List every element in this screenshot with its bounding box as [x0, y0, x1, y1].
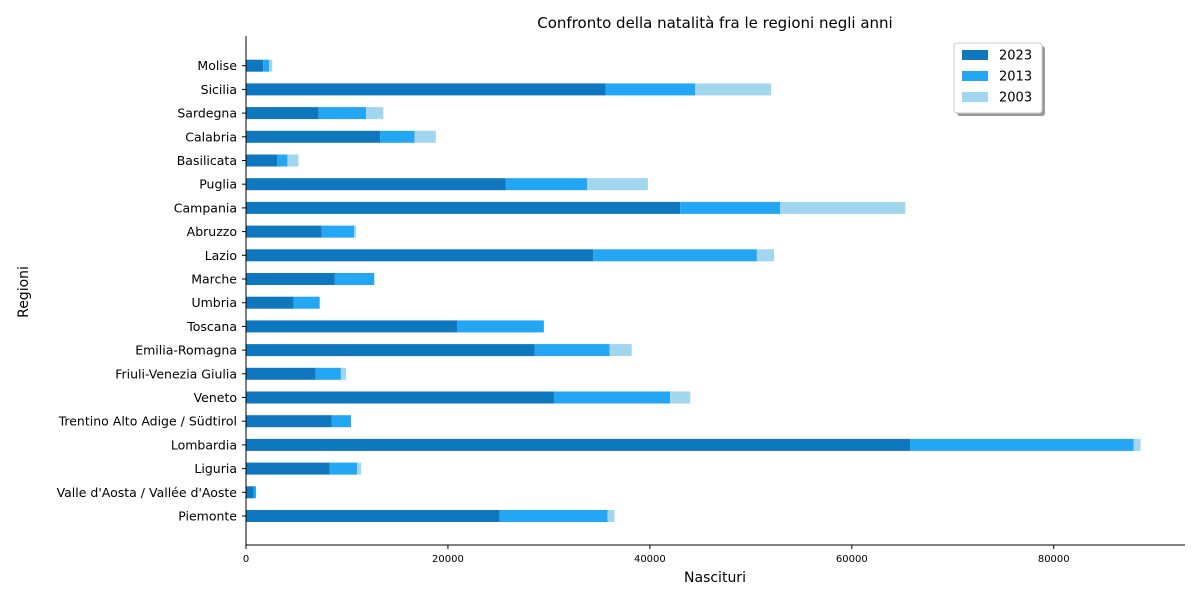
bar-2023-4 [246, 415, 332, 428]
bar-2003-17 [366, 107, 384, 120]
y-tick-label: Valle d'Aosta / Vallée d'Aoste [57, 485, 238, 500]
bar-2003-13 [780, 201, 906, 214]
y-tick-label: Liguria [194, 461, 237, 476]
legend-swatch-2003 [962, 92, 988, 102]
y-tick-label: Lazio [205, 248, 237, 263]
bar-2013-3 [910, 438, 1134, 451]
bar-2023-12 [246, 225, 322, 238]
bar-2013-11 [593, 249, 757, 262]
x-tick-label: 60000 [836, 554, 868, 565]
bar-2023-7 [246, 344, 535, 357]
y-tick-label: Lombardia [171, 437, 237, 452]
bars-group [246, 59, 1141, 522]
bar-2023-1 [246, 486, 254, 499]
bar-2003-3 [1133, 438, 1141, 451]
bar-2023-10 [246, 273, 335, 285]
y-tick-label: Umbria [191, 295, 237, 310]
legend-swatch-2023 [962, 50, 988, 60]
bar-2023-5 [246, 391, 554, 404]
bar-2023-8 [246, 320, 458, 333]
legend-label-2003: 2003 [999, 91, 1032, 106]
bar-2013-16 [380, 130, 415, 143]
bar-2013-4 [331, 415, 351, 428]
bar-2013-12 [321, 225, 355, 238]
y-tick-label: Sicilia [201, 82, 237, 97]
bar-2003-11 [756, 249, 775, 262]
bar-2023-9 [246, 296, 294, 309]
y-tick-label: Emilia-Romagna [135, 343, 237, 358]
bar-2023-13 [246, 201, 681, 214]
y-tick-label: Veneto [194, 390, 237, 405]
bar-2013-9 [293, 296, 320, 309]
y-tick-label: Marche [191, 272, 237, 287]
bar-2023-2 [246, 462, 330, 475]
legend-swatch-2013 [962, 71, 988, 81]
bar-2013-2 [329, 462, 358, 475]
bar-2003-2 [357, 462, 362, 475]
bar-2023-16 [246, 130, 381, 143]
bar-2013-10 [334, 273, 375, 285]
bar-2013-14 [505, 178, 588, 191]
y-tick-label: Trentino Alto Adige / Südtirol [58, 414, 237, 429]
chart-title: Confronto della natalità fra le regioni … [537, 14, 892, 32]
bar-2013-18 [605, 83, 696, 96]
bar-2003-5 [670, 391, 691, 404]
bar-2003-7 [609, 344, 632, 357]
legend-label-2013: 2013 [999, 70, 1032, 85]
bar-2013-6 [315, 367, 341, 380]
bar-2023-17 [246, 107, 319, 120]
y-tick-label: Toscana [186, 319, 237, 334]
x-tick-label: 20000 [432, 554, 464, 565]
bar-2023-3 [246, 438, 911, 451]
bar-2003-15 [287, 154, 299, 167]
x-axis-label: Nascituri [684, 570, 746, 586]
bar-2013-15 [277, 154, 288, 167]
bar-2023-6 [246, 367, 316, 380]
bar-2003-14 [587, 178, 648, 191]
legend-label-2023: 2023 [999, 49, 1032, 64]
bar-2003-0 [607, 510, 615, 522]
y-tick-label: Molise [197, 58, 237, 73]
x-ticks-group: 0 20000 40000 60000 80000 [243, 545, 1070, 565]
bar-2023-14 [246, 178, 506, 191]
y-tick-label: Abruzzo [187, 224, 237, 239]
bar-2013-1 [253, 486, 257, 499]
bar-2003-12 [354, 225, 357, 238]
bar-2013-7 [534, 344, 610, 357]
y-tick-label: Friuli-Venezia Giulia [115, 366, 237, 381]
legend: 2023 2013 2003 [953, 42, 1045, 116]
y-tick-label: Puglia [199, 177, 237, 192]
bar-2023-19 [246, 59, 264, 72]
y-tick-label: Calabria [185, 129, 237, 144]
bar-2013-17 [318, 107, 367, 120]
bar-2023-0 [246, 510, 500, 522]
bar-2023-11 [246, 249, 594, 262]
y-tick-label: Sardegna [177, 106, 237, 121]
bar-2023-15 [246, 154, 278, 167]
bar-2013-19 [263, 59, 270, 72]
bar-2013-5 [553, 391, 671, 404]
y-ticks-group: Piemonte Valle d'Aosta / Vallée d'Aoste Li… [57, 58, 246, 524]
bar-2003-16 [414, 130, 436, 143]
y-axis-label: Regioni [16, 266, 32, 318]
y-tick-label: Campania [174, 200, 237, 215]
bar-2023-18 [246, 83, 606, 96]
y-tick-label: Basilicata [177, 153, 237, 168]
bar-2003-6 [340, 367, 346, 380]
bar-2003-19 [269, 59, 273, 72]
y-tick-label: Piemonte [178, 509, 237, 524]
bar-2003-18 [695, 83, 772, 96]
bar-2013-0 [499, 510, 608, 522]
x-tick-label: 0 [243, 554, 249, 565]
bar-2013-13 [680, 201, 781, 214]
x-tick-label: 80000 [1038, 554, 1070, 565]
bar-2013-8 [457, 320, 544, 333]
x-tick-label: 40000 [634, 554, 666, 565]
